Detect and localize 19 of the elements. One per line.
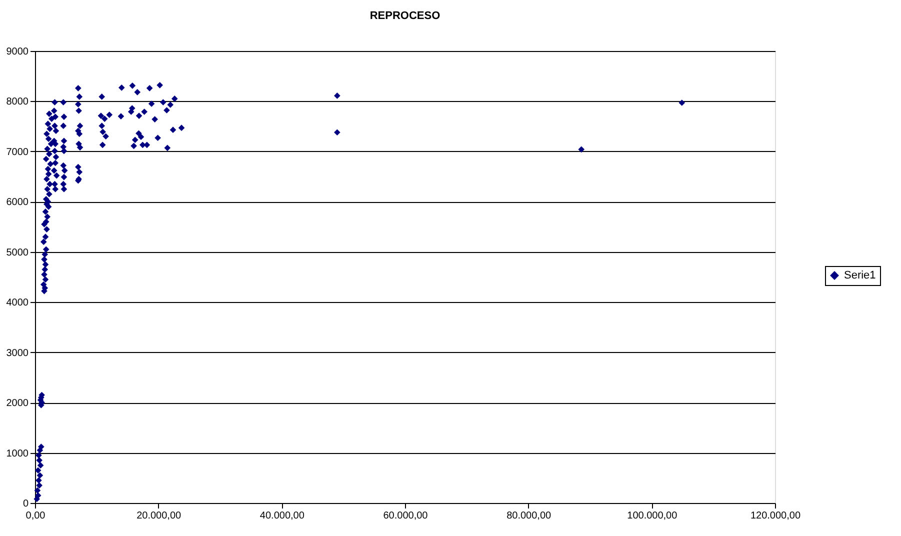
x-tick-label: 20.000,00 <box>136 510 182 522</box>
x-tick-label: 0,00 <box>26 510 46 522</box>
x-tick-label: 80.000,00 <box>506 510 552 522</box>
y-tick-label: 0 <box>22 498 29 510</box>
x-tick-label: 100.000,00 <box>627 510 678 522</box>
x-tick-label: 120.000,00 <box>750 510 801 522</box>
x-tick-label: 60.000,00 <box>383 510 428 522</box>
y-tick-label: 6000 <box>6 197 29 208</box>
chart-title: REPROCESO <box>370 10 441 22</box>
y-tick-label: 2000 <box>6 398 29 410</box>
y-tick-label: 1000 <box>6 448 29 460</box>
x-tick-label: 40.000,00 <box>260 510 305 522</box>
y-tick-label: 5000 <box>6 247 29 258</box>
y-tick-label: 7000 <box>6 146 29 158</box>
legend-label: Serie1 <box>844 270 876 282</box>
y-tick-label: 3000 <box>6 348 29 359</box>
y-tick-label: 4000 <box>6 298 29 309</box>
y-tick-label: 8000 <box>6 96 29 108</box>
y-tick-label: 9000 <box>6 46 29 58</box>
